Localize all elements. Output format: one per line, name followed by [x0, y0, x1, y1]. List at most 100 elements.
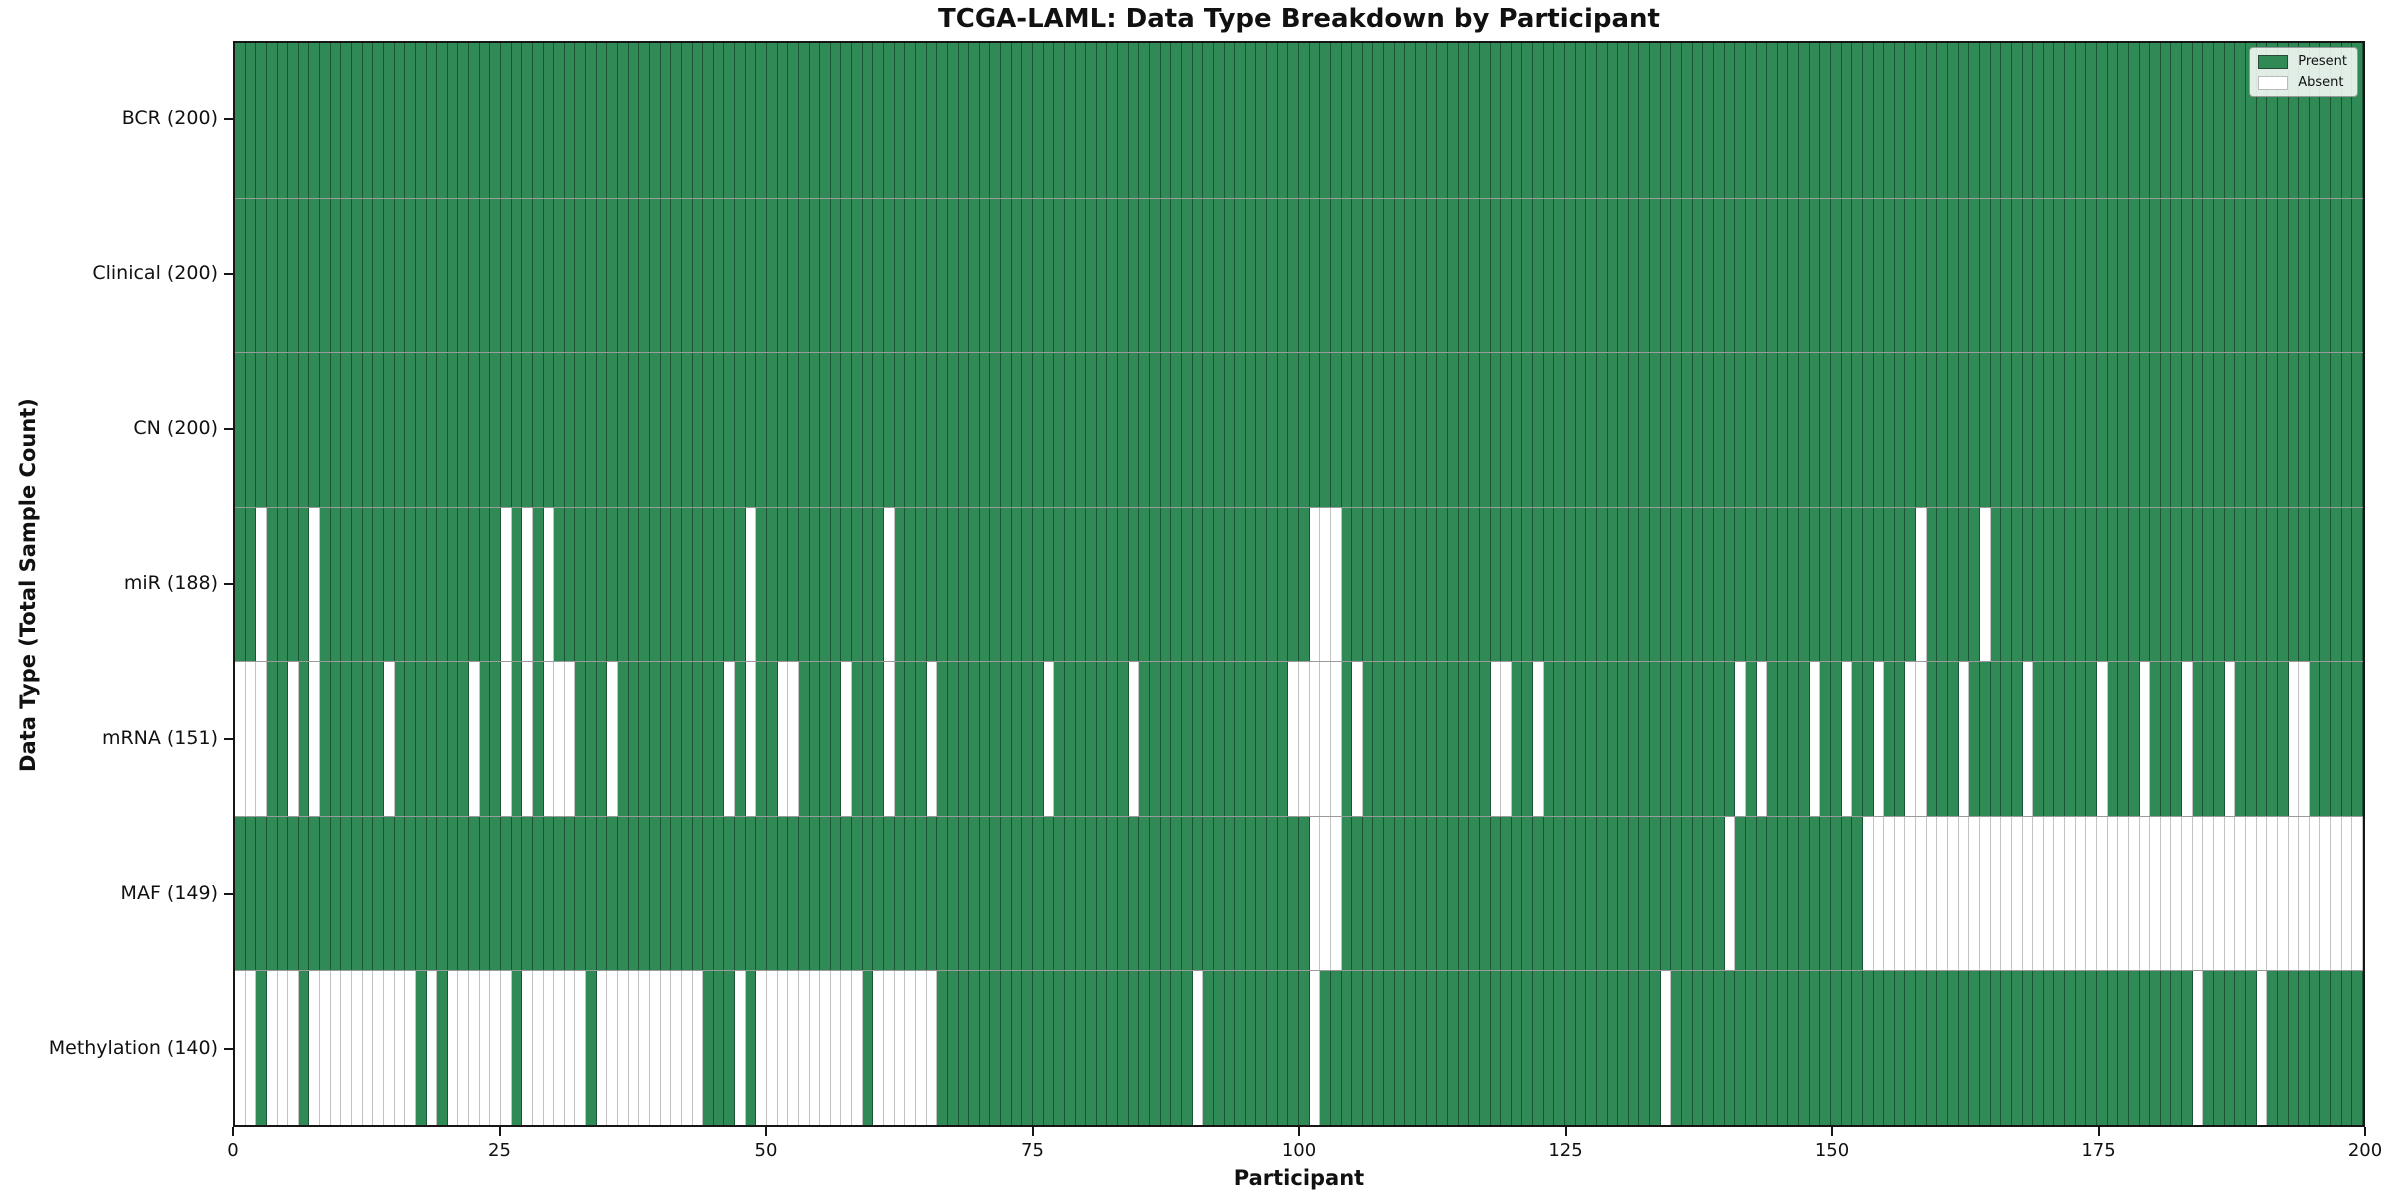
cell [1948, 198, 1959, 353]
cell [2192, 198, 2204, 353]
cell [884, 971, 895, 1125]
cell [1437, 662, 1448, 816]
cell [1596, 816, 1608, 971]
cell [1288, 198, 1299, 353]
cell [969, 662, 980, 816]
cell [1405, 507, 1417, 662]
cell [532, 353, 544, 507]
cell [1607, 971, 1619, 1125]
cell [1054, 43, 1065, 198]
cell [330, 971, 342, 1125]
cell [1277, 198, 1289, 353]
cell [1554, 43, 1565, 198]
cell [1011, 198, 1023, 353]
cell [1979, 198, 1991, 353]
cell [2086, 816, 2097, 971]
cell [1777, 816, 1789, 971]
cell [586, 43, 597, 198]
cell [1575, 43, 1587, 198]
cell [341, 507, 353, 662]
cell [915, 971, 927, 1125]
cell [2235, 43, 2246, 198]
cell [2224, 507, 2236, 662]
cell [1394, 43, 1406, 198]
cell [692, 971, 704, 1125]
cell [1118, 971, 1129, 1125]
cell [2171, 662, 2183, 816]
cell [1639, 507, 1651, 662]
cell [1799, 507, 1810, 662]
cell [905, 971, 916, 1125]
cell [405, 353, 416, 507]
cell [1235, 353, 1246, 507]
cell [1958, 353, 1970, 507]
cell [2288, 971, 2300, 1125]
cell [1660, 198, 1672, 353]
cell [1788, 971, 1800, 1125]
cell [256, 662, 267, 816]
cell [2075, 816, 2087, 971]
cell [2352, 198, 2363, 353]
cell [1490, 971, 1502, 1125]
cell [1245, 507, 1257, 662]
cell [1958, 198, 1970, 353]
cell [1001, 971, 1012, 1125]
cell [1394, 507, 1406, 662]
x-tick-mark [2364, 1127, 2366, 1136]
cell [1362, 43, 1374, 198]
cell [2033, 43, 2044, 198]
cell [2033, 198, 2044, 353]
cell [1384, 353, 1395, 507]
cell [2097, 43, 2108, 198]
cell [2107, 662, 2119, 816]
cell [1128, 198, 1140, 353]
cell [862, 507, 874, 662]
cell [1054, 198, 1065, 353]
cell [1054, 353, 1065, 507]
heatmap-row-BCR [235, 43, 2363, 198]
cell [341, 43, 353, 198]
cell [2054, 662, 2066, 816]
cell [692, 507, 704, 662]
cell [2150, 43, 2161, 198]
cell [1650, 971, 1661, 1125]
cell [1373, 507, 1385, 662]
cell [862, 198, 874, 353]
cell [2086, 662, 2097, 816]
y-tick-mark [224, 1048, 233, 1051]
cell [1011, 43, 1023, 198]
cell [1426, 507, 1438, 662]
cell [479, 816, 491, 971]
cell [2341, 816, 2353, 971]
cell [788, 971, 799, 1125]
cell [2341, 43, 2353, 198]
legend-entry-present: Present [2258, 54, 2347, 69]
cell [926, 353, 938, 507]
cell [1894, 353, 1906, 507]
cell [1916, 971, 1927, 1125]
cell [894, 662, 906, 816]
cell [820, 816, 831, 971]
cell [1745, 353, 1757, 507]
cell [288, 198, 299, 353]
cell [2256, 662, 2268, 816]
cell [2054, 816, 2066, 971]
cell [958, 816, 970, 971]
cell [1628, 353, 1640, 507]
cell [1692, 507, 1704, 662]
cell [1682, 198, 1693, 353]
y-tick-label-CN: CN (200) [133, 416, 218, 439]
cell [2128, 353, 2140, 507]
cell [2341, 507, 2353, 662]
cell [1075, 507, 1087, 662]
cell [926, 43, 938, 198]
cell [735, 198, 746, 353]
cell [1501, 198, 1512, 353]
cell [245, 198, 257, 353]
cell [298, 353, 310, 507]
cell [926, 507, 938, 662]
cell [2341, 353, 2353, 507]
cell [2043, 198, 2055, 353]
cell [479, 353, 491, 507]
x-tick-label-50: 50 [754, 1140, 778, 1161]
